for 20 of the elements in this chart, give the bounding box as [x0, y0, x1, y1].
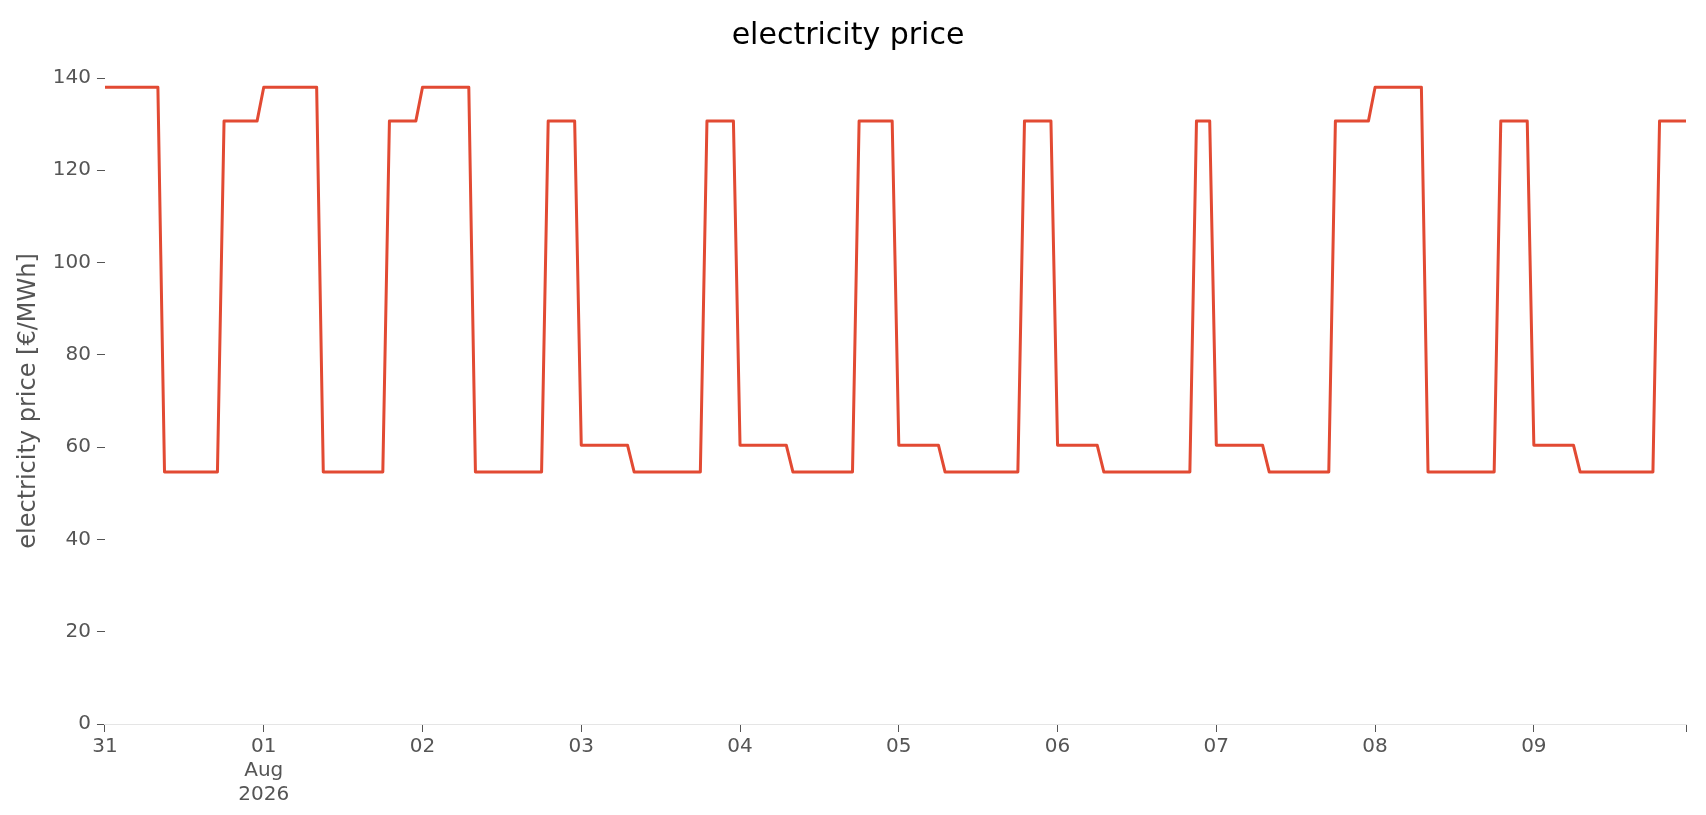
- y-axis-title: electricity price [€/MWh]: [12, 253, 41, 549]
- x-tick-label: 06: [1044, 733, 1071, 758]
- y-tick-label: 80: [65, 341, 91, 366]
- y-tick-label: 0: [78, 710, 91, 735]
- x-tick-label: 04: [727, 733, 753, 758]
- y-tick-label: 120: [52, 156, 91, 181]
- x-tick-label: 05: [886, 733, 912, 758]
- y-tick-label: 100: [52, 248, 91, 273]
- chart-title: electricity price: [731, 15, 965, 51]
- x-tick-label: 07: [1203, 733, 1230, 758]
- x-tick-label: 03: [568, 733, 594, 758]
- x-tick-label: 31: [92, 733, 118, 758]
- y-tick-label: 20: [65, 617, 91, 642]
- y-tick-label: 40: [65, 525, 91, 550]
- x-tick-label: 08: [1362, 733, 1388, 758]
- y-tick-label: 140: [52, 64, 91, 89]
- x-tick-label: 02: [409, 733, 436, 758]
- y-tick-label: 60: [65, 433, 91, 458]
- x-tick-label: 09: [1521, 733, 1547, 758]
- x-tick-label: 01 Aug 2026: [238, 733, 290, 806]
